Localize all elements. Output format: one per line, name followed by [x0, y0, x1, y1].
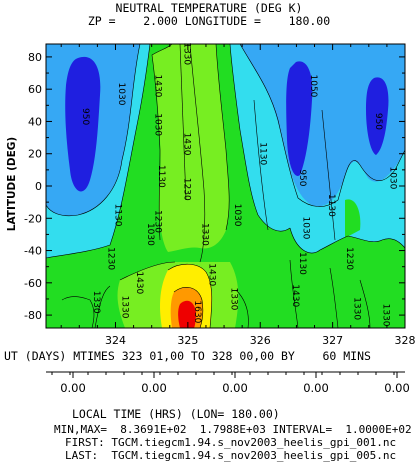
contour-label: 1430 — [181, 133, 191, 156]
band-green — [345, 199, 361, 238]
y-tick-label: -80 — [24, 309, 42, 322]
band-dark-blue — [286, 61, 313, 176]
band-light-green — [152, 44, 230, 252]
x-tick-label: 325 — [177, 334, 198, 347]
contour-label: 1330 — [91, 291, 101, 314]
contour-label: 1230 — [152, 210, 162, 233]
contour-plot: 9501030113014301030113012301030133014301… — [24, 42, 416, 347]
contour-label: 1330 — [120, 296, 130, 319]
contour-label: 1630 — [192, 300, 202, 323]
contour-label: 1050 — [308, 75, 318, 98]
contour-label: 1430 — [207, 263, 217, 286]
y-tick-label: 40 — [28, 115, 42, 128]
contour-label: 1330 — [199, 223, 209, 246]
y-tick-label: 20 — [28, 148, 42, 161]
band-red — [178, 300, 196, 328]
last-file-line: LAST: TGCM.tiegcm1.94.s_nov2003_heelis_g… — [65, 449, 397, 462]
contour-label: 1230 — [344, 247, 354, 270]
local-time-label: LOCAL TIME (HRS) (LON= 180.00) — [72, 407, 280, 421]
y-tick-label: 60 — [28, 83, 42, 96]
contour-label: 1330 — [380, 304, 390, 327]
contour-label: 1130 — [156, 165, 166, 188]
first-file-line: FIRST: TGCM.tiegcm1.94.s_nov2003_heelis_… — [65, 436, 397, 449]
contour-label: 1130 — [112, 204, 122, 227]
y-tick-label: -60 — [24, 277, 42, 290]
contour-label: 1330 — [351, 297, 361, 320]
x-tick-label: 326 — [250, 334, 271, 347]
contour-label: 1130 — [326, 194, 336, 217]
contour-label: 1030 — [116, 83, 126, 106]
contour-label: 1030 — [152, 113, 162, 136]
contour-label: 1230 — [105, 247, 115, 270]
axes: 80 60 40 20 0 -20 -40 -60 -80 324 325 326 327 328 — [24, 44, 416, 347]
contour-lines — [46, 44, 405, 328]
contour-label: 1330 — [181, 42, 191, 65]
x-tick-label: 328 — [395, 334, 416, 347]
contour-label: 950 — [373, 113, 383, 130]
contour-label: 1430 — [134, 271, 144, 294]
y-tick-label: -40 — [24, 245, 42, 258]
band-dark-blue — [366, 77, 389, 155]
contour-labels: 9501030113014301030113012301030133014301… — [80, 42, 398, 327]
contour-label: 1030 — [232, 204, 242, 227]
contour-label: 1330 — [228, 288, 238, 311]
contour-label: 1030 — [301, 217, 311, 240]
y-tick-label: 80 — [28, 51, 42, 64]
x-axis-label: UT (DAYS) MTIMES 323 01,00 TO 328 00,00 … — [4, 349, 371, 363]
chart-subtitle: ZP = 2.000 LONGITUDE = 180.00 — [87, 14, 331, 28]
x-tick-label: 327 — [322, 334, 343, 347]
contour-label: 1230 — [181, 178, 191, 201]
contour-label: 1030 — [388, 166, 398, 189]
x-tick-label: 324 — [105, 334, 126, 347]
band-light-blue — [240, 44, 405, 207]
y-tick-label: 0 — [35, 180, 42, 193]
contour-label: 950 — [80, 108, 90, 125]
contour-label: 1430 — [152, 75, 162, 98]
contour-label: 950 — [297, 169, 307, 186]
y-tick-label: -20 — [24, 212, 42, 225]
contour-label: 1030 — [145, 223, 155, 246]
min-max-line: MIN,MAX= 8.3691E+02 1.7988E+03 INTERVAL=… — [54, 423, 412, 436]
contour-label: 1130 — [257, 142, 267, 165]
chart-title: NEUTRAL TEMPERATURE (DEG K) — [115, 1, 303, 15]
contour-label: 1130 — [297, 252, 307, 275]
contour-label: 1430 — [290, 284, 300, 307]
band-dark-blue — [65, 56, 101, 192]
